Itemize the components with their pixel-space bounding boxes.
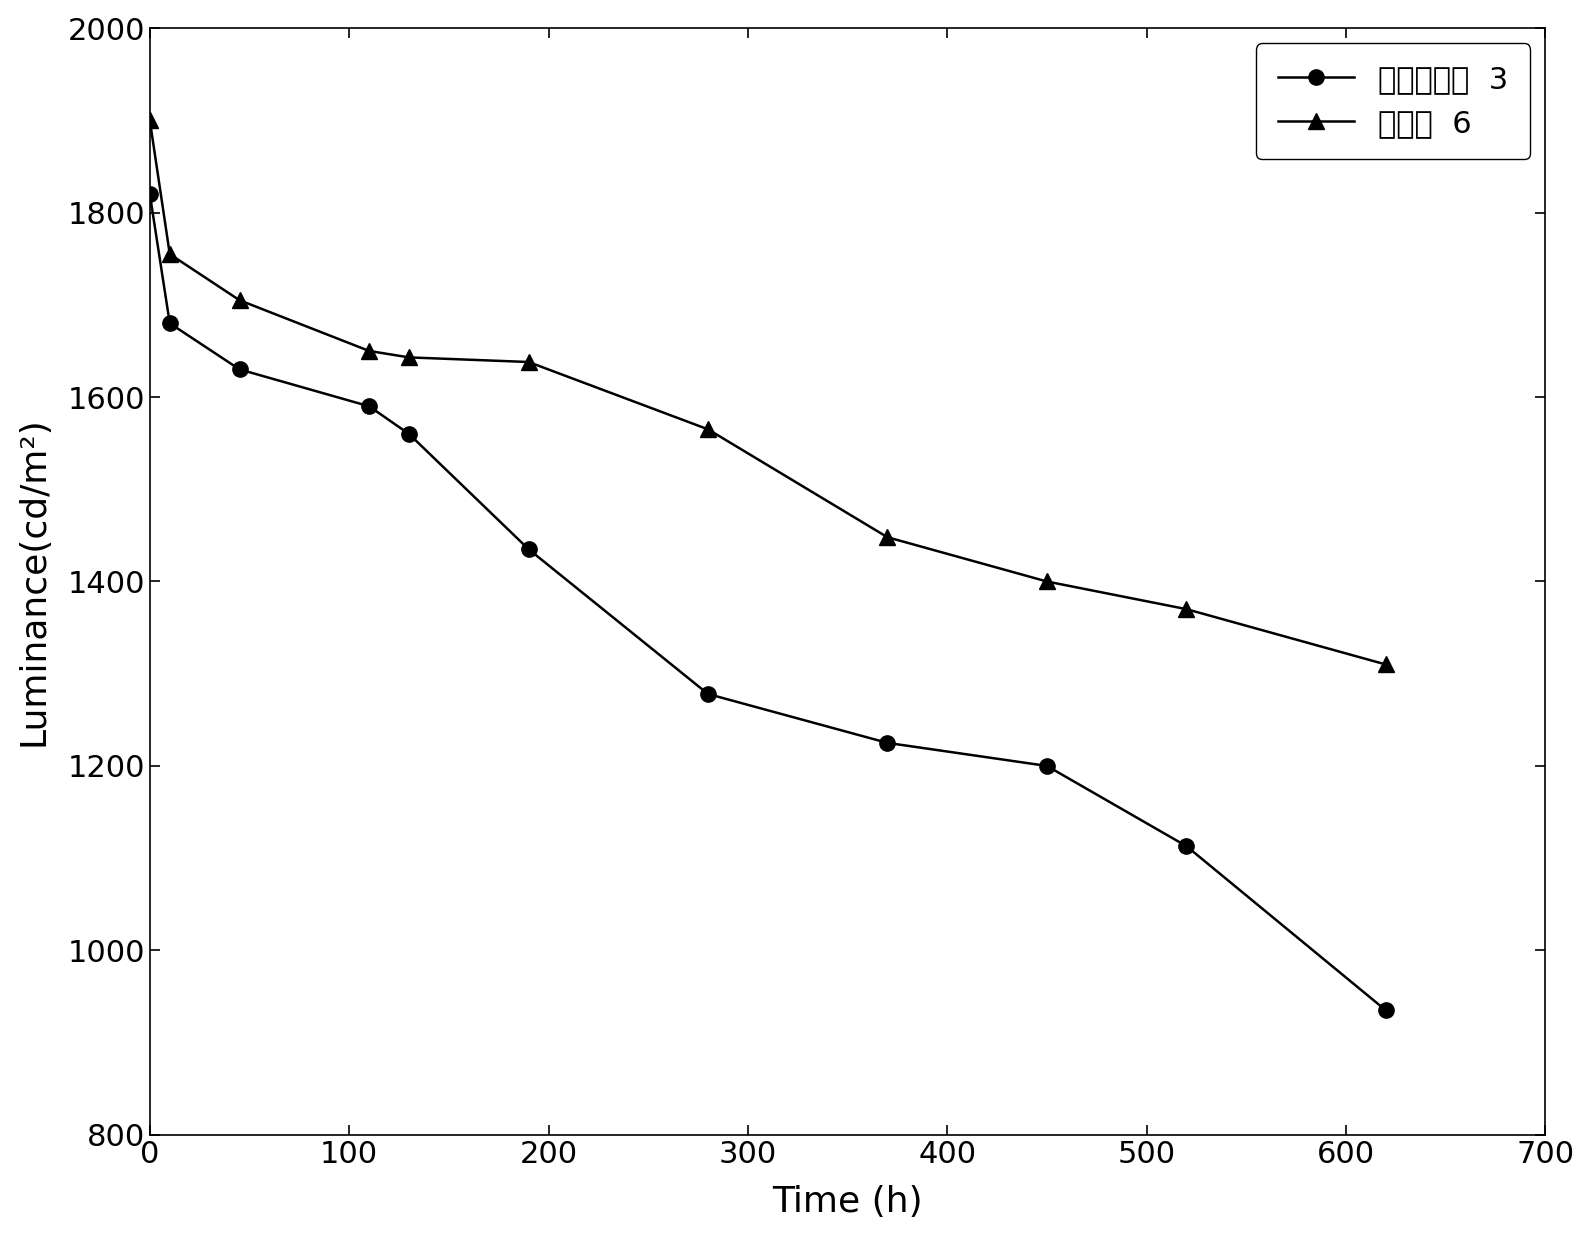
实施例  6: [161, 247, 180, 262]
对比实施例  3: [231, 362, 250, 377]
对比实施例  3: [360, 399, 379, 414]
对比实施例  3: [1177, 839, 1196, 854]
实施例  6: [1376, 658, 1395, 672]
对比实施例  3: [698, 686, 718, 701]
实施例  6: [360, 344, 379, 358]
对比实施例  3: [140, 187, 159, 201]
实施例  6: [231, 293, 250, 308]
Line: 实施例  6: 实施例 6: [142, 112, 1394, 672]
实施例  6: [140, 112, 159, 127]
对比实施例  3: [1037, 759, 1056, 774]
X-axis label: Time (h): Time (h): [772, 1185, 923, 1220]
实施例  6: [519, 355, 538, 370]
实施例  6: [1037, 574, 1056, 588]
对比实施例  3: [519, 541, 538, 556]
实施例  6: [698, 421, 718, 436]
对比实施例  3: [161, 316, 180, 331]
Y-axis label: Luminance(cd/m²): Luminance(cd/m²): [16, 417, 51, 747]
Line: 对比实施例  3: 对比实施例 3: [142, 187, 1394, 1018]
实施例  6: [399, 350, 418, 365]
对比实施例  3: [399, 426, 418, 441]
实施例  6: [878, 530, 897, 545]
实施例  6: [1177, 602, 1196, 617]
对比实施例  3: [1376, 1002, 1395, 1017]
对比实施例  3: [878, 735, 897, 750]
Legend: 对比实施例  3, 实施例  6: 对比实施例 3, 实施例 6: [1257, 43, 1531, 159]
